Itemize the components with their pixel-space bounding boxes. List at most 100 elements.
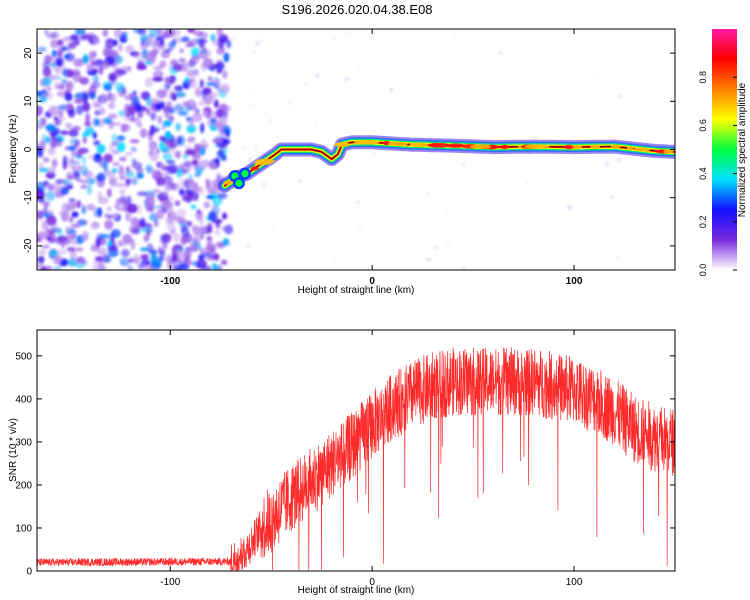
noise-blob — [199, 186, 205, 196]
spectrogram-image — [37, 29, 675, 270]
noise-blob — [191, 190, 199, 202]
noise-blob — [82, 101, 91, 112]
noise-blob — [56, 90, 68, 98]
noise-blob — [67, 247, 75, 252]
noise-blob — [67, 232, 73, 239]
noise-blob — [156, 89, 168, 99]
noise-blob — [208, 92, 218, 99]
noise-blob — [168, 77, 175, 85]
noise-speck — [273, 228, 276, 230]
y-tick-label: 10 — [23, 95, 34, 107]
noise-blob — [71, 148, 76, 159]
noise-blob — [141, 257, 148, 269]
noise-blob — [79, 219, 84, 227]
noise-blob — [134, 116, 142, 126]
noise-blob — [213, 253, 220, 261]
noise-blob — [46, 215, 57, 226]
noise-blob — [150, 124, 156, 136]
noise-blob — [166, 215, 174, 224]
noise-blob — [99, 174, 106, 181]
noise-blob — [81, 29, 87, 36]
noise-blob — [38, 167, 49, 172]
noise-blob — [55, 75, 62, 80]
noise-blob — [37, 181, 46, 193]
noise-blob — [152, 188, 161, 194]
noise-blob — [159, 234, 168, 245]
noise-blob — [61, 202, 70, 213]
noise-blob — [116, 197, 128, 205]
noise-blob — [156, 209, 165, 220]
noise-blob — [182, 101, 190, 107]
noise-blob — [134, 104, 142, 112]
noise-blob — [201, 90, 207, 100]
noise-blob — [198, 38, 205, 49]
noise-blob — [179, 48, 184, 53]
noise-blob — [222, 70, 228, 80]
colorbar-gradient — [712, 29, 737, 270]
noise-speck — [255, 148, 257, 151]
noise-blob — [46, 236, 52, 241]
noise-blob — [186, 259, 193, 266]
noise-blob — [215, 62, 223, 69]
noise-blob — [206, 256, 215, 261]
noise-speck — [462, 163, 465, 167]
noise-blob — [90, 221, 100, 230]
noise-blob — [65, 122, 73, 129]
noise-blob — [213, 122, 222, 128]
noise-blob — [175, 258, 184, 265]
noise-blob — [173, 265, 183, 270]
noise-blob — [195, 108, 200, 115]
noise-blob — [165, 164, 177, 175]
noise-blob — [82, 136, 87, 144]
noise-blob — [37, 46, 47, 53]
noise-blob — [97, 247, 107, 256]
ridge-hotspot — [388, 141, 408, 146]
noise-blob — [48, 105, 60, 116]
noise-blob — [152, 70, 164, 79]
noise-blob — [126, 203, 138, 214]
noise-blob — [82, 170, 94, 179]
noise-blob — [187, 40, 194, 47]
ridge-blob — [235, 179, 243, 187]
noise-blob — [199, 248, 205, 254]
noise-blob — [150, 258, 162, 269]
noise-speck — [605, 162, 609, 166]
noise-blob — [186, 124, 196, 134]
noise-blob — [152, 76, 164, 82]
noise-blob — [191, 112, 203, 122]
noise-blob — [136, 110, 144, 118]
noise-blob — [117, 43, 123, 52]
noise-blob — [198, 254, 205, 261]
noise-blob — [72, 144, 79, 151]
noise-blob — [129, 139, 140, 144]
noise-blob — [96, 144, 106, 154]
noise-blob — [217, 192, 228, 200]
noise-blob — [44, 29, 49, 36]
noise-blob — [124, 95, 130, 101]
noise-speck — [247, 158, 251, 162]
y-tick-label: 200 — [15, 480, 32, 491]
noise-blob — [140, 254, 150, 261]
noise-speck — [298, 179, 302, 183]
noise-blob — [67, 108, 76, 118]
noise-blob — [198, 31, 208, 40]
noise-blob — [40, 244, 51, 249]
noise-blob — [51, 49, 58, 58]
noise-blob — [226, 39, 232, 49]
noise-blob — [66, 174, 75, 180]
noise-blob — [43, 206, 48, 217]
noise-blob — [101, 237, 107, 246]
noise-speck — [526, 182, 529, 185]
noise-blob — [131, 227, 140, 234]
noise-blob — [101, 159, 109, 169]
noise-blob — [85, 177, 96, 185]
noise-blob — [154, 127, 159, 133]
noise-blob — [118, 165, 125, 176]
noise-blob — [95, 241, 101, 248]
snr-y-label: SNR (10 * v/v) — [8, 418, 19, 482]
noise-speck — [333, 257, 336, 259]
noise-blob — [61, 79, 68, 85]
noise-blob — [73, 160, 81, 166]
